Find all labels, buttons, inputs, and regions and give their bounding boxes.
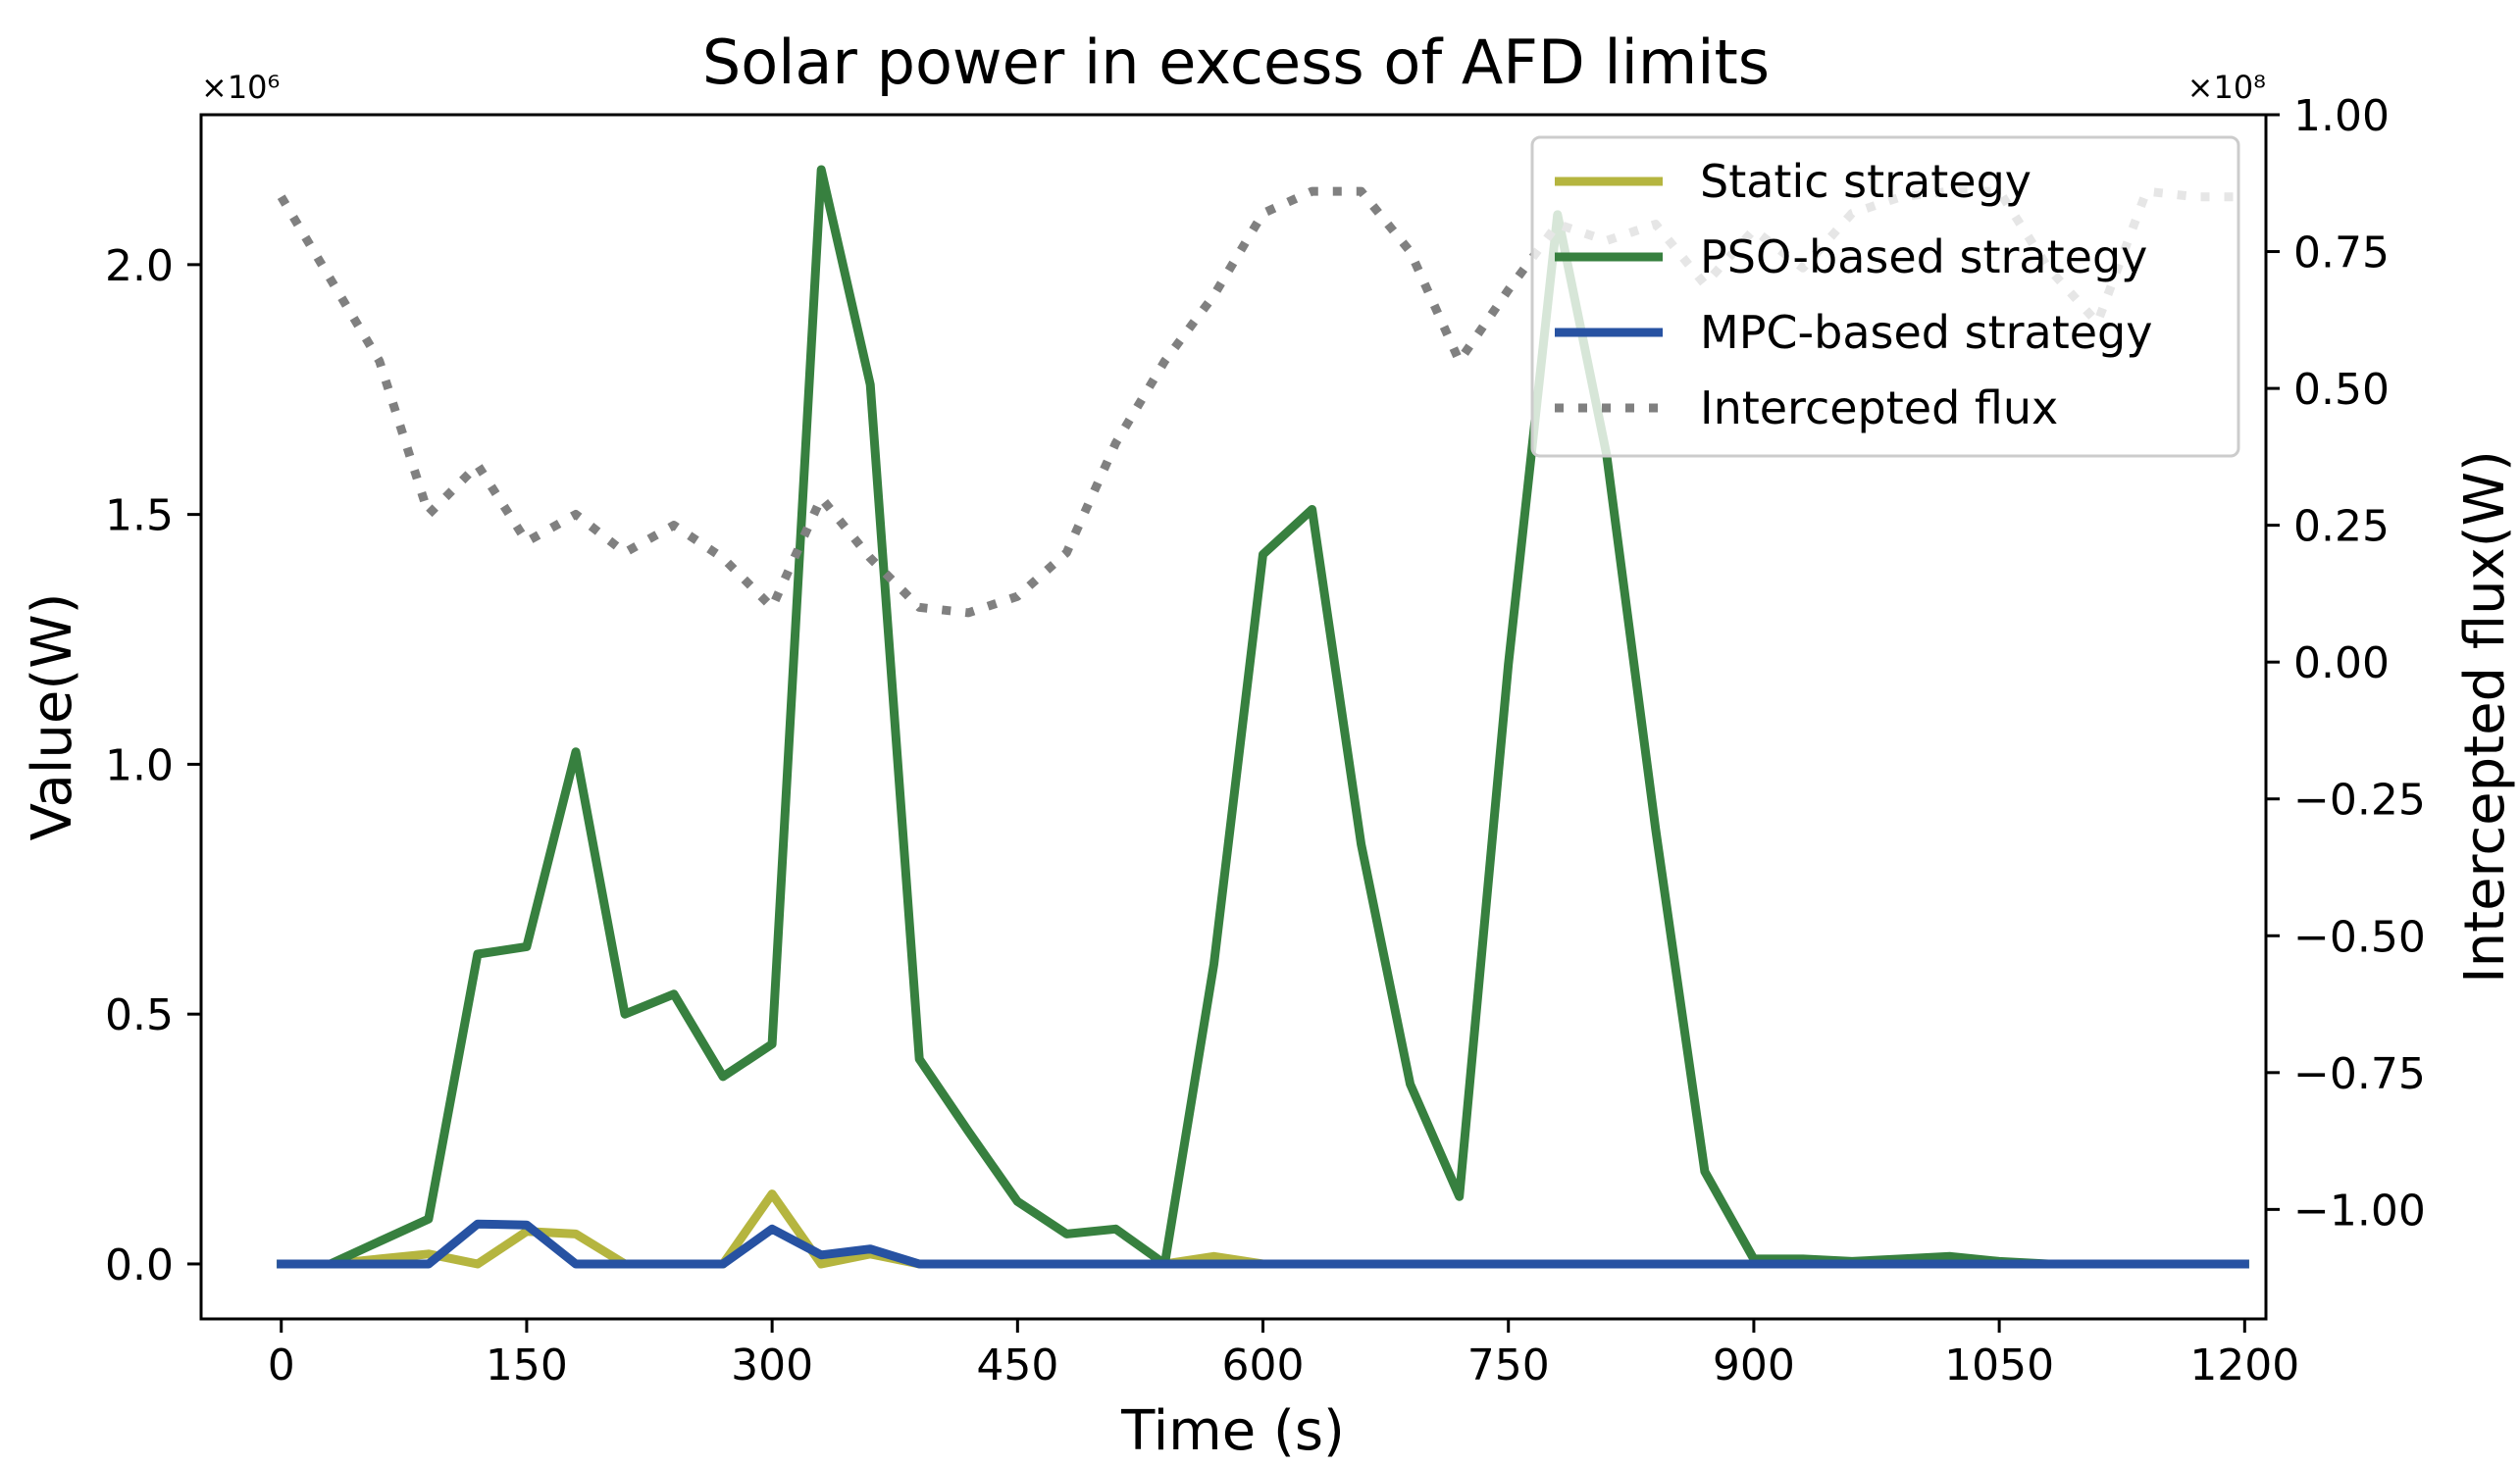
y2-tick-label: 0.25 (2293, 502, 2390, 552)
y2-tick-label: 0.50 (2293, 365, 2390, 415)
series-line-pso-based-strategy (277, 165, 2249, 1269)
y2-tick-label: 1.00 (2293, 91, 2390, 141)
x-tick-label: 150 (486, 1340, 568, 1390)
series-line-mpc-based-strategy (277, 1219, 2249, 1269)
y2-tick-label: −0.25 (2293, 776, 2426, 826)
x-tick-label: 300 (731, 1340, 813, 1390)
x-tick-label: 750 (1467, 1340, 1550, 1390)
y-tick-label: 0.5 (105, 990, 174, 1040)
y-tick-label: 0.0 (105, 1240, 174, 1290)
x-axis: 0 150 300 450 600 750 900 1050 1200 (268, 1319, 2299, 1390)
plot-frame (199, 113, 2268, 1321)
y-tick-label: 2.0 (105, 241, 174, 291)
legend-label: MPC-based strategy (1700, 306, 2152, 359)
chart-title: Solar power in excess of AFD limits (702, 26, 1770, 98)
y-tick-label: 1.0 (105, 740, 174, 790)
legend-box (1530, 135, 2240, 458)
y-axis-right: 1.00 0.75 0.50 0.25 0.00 −0.25 −0.50 −0.75 −1.00 (2266, 91, 2426, 1236)
x-tick-label: 600 (1222, 1340, 1305, 1390)
y2-tick-label: −1.00 (2293, 1186, 2426, 1236)
legend-label: Static strategy (1700, 155, 2031, 208)
legend: Static strategy PSO-based strategy MPC-bas… (1530, 135, 2240, 458)
y-axis-label: Value(W) (21, 593, 84, 841)
x-axis-label: Time (s) (1120, 1399, 1345, 1463)
y-axis-left: 0.0 0.5 1.0 1.5 2.0 (105, 241, 201, 1290)
y2-tick-label: 0.00 (2293, 638, 2390, 688)
legend-label: PSO-based strategy (1700, 230, 2147, 283)
x-tick-label: 1050 (1944, 1340, 2054, 1390)
y2-scale-label: ×10⁸ (2187, 69, 2266, 106)
y2-axis-label: Intercepted flux(W) (2453, 450, 2517, 984)
x-tick-label: 1200 (2189, 1340, 2299, 1390)
y-tick-label: 1.5 (105, 491, 174, 541)
y2-tick-label: −0.75 (2293, 1049, 2426, 1099)
x-tick-label: 450 (976, 1340, 1058, 1390)
legend-label: Intercepted flux (1700, 381, 2058, 434)
x-tick-label: 900 (1713, 1340, 1795, 1390)
y-scale-label: ×10⁶ (201, 69, 280, 106)
y2-tick-label: 0.75 (2293, 228, 2390, 278)
x-tick-label: 0 (268, 1340, 295, 1390)
y2-tick-label: −0.50 (2293, 912, 2426, 962)
